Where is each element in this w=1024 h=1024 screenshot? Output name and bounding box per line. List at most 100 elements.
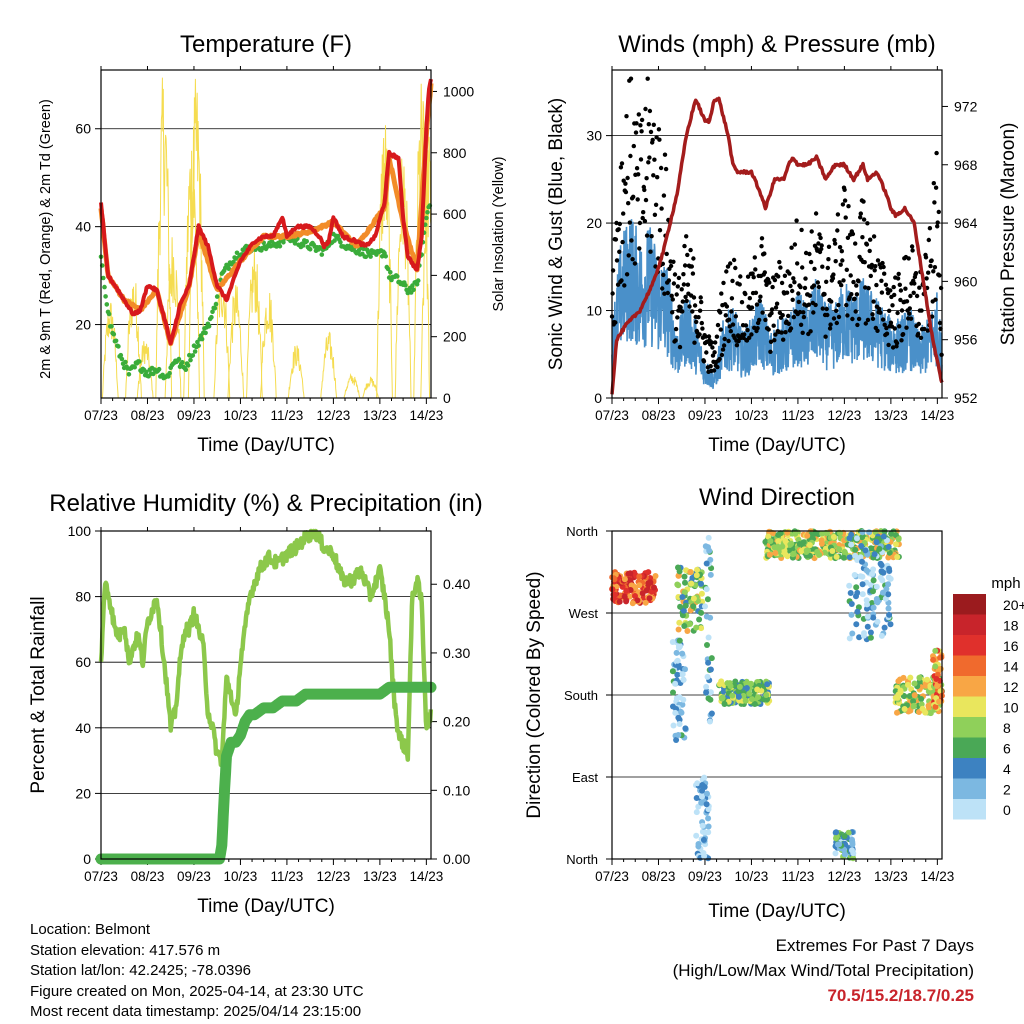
gust-point: [617, 249, 622, 254]
gust-point: [774, 301, 780, 306]
direction-point: [870, 614, 877, 621]
direction-point: [695, 841, 702, 847]
gust-point: [924, 276, 929, 281]
x-tick-label: 11/23: [782, 869, 815, 884]
gust-point: [738, 274, 743, 279]
gust-point: [637, 220, 643, 226]
solar-spike: [183, 150, 200, 399]
direction-point: [670, 689, 676, 696]
humidity-panel: 0 20 40 60 80 100 07/23 08/23 09/23 10/23 11/23 12/…: [28, 490, 483, 917]
gust-point: [794, 218, 799, 223]
direction-point: [829, 548, 836, 554]
direction-point: [724, 680, 731, 687]
dewpoint-point: [361, 246, 366, 252]
dewpoint-point: [132, 364, 137, 370]
direction-point: [919, 705, 926, 712]
gust-point: [619, 278, 624, 283]
direction-point: [782, 551, 789, 558]
direction-point: [743, 685, 750, 691]
dewpoint-point: [167, 370, 172, 376]
direction-point: [869, 570, 876, 577]
direction-point: [698, 625, 705, 632]
gust-point: [898, 297, 903, 303]
gust-point: [621, 211, 626, 216]
direction-point: [847, 590, 854, 596]
dewpoint-point: [203, 330, 208, 336]
direction-point: [910, 698, 917, 705]
gust-point: [904, 325, 909, 330]
gust-point: [697, 332, 702, 337]
gust-point: [819, 246, 824, 252]
direction-point: [885, 554, 892, 561]
direction-point: [762, 538, 769, 545]
gust-point: [753, 267, 758, 272]
direction-point: [901, 706, 908, 712]
extremes-values: 70.5/15.2/18.7/0.25: [827, 986, 974, 1005]
precipitation-line: [95, 681, 437, 865]
direction-point: [642, 599, 649, 606]
gust-point: [853, 309, 858, 314]
direction-point: [742, 697, 749, 704]
x-tick-label: 12/23: [316, 869, 350, 884]
gust-point: [613, 320, 618, 325]
gust-point: [691, 256, 696, 261]
direction-point: [646, 595, 653, 602]
x-axis-label: Time (Day/UTC): [197, 435, 335, 456]
direction-point: [707, 666, 714, 673]
gust-point: [790, 288, 795, 294]
direction-point: [707, 614, 714, 621]
direction-point: [680, 607, 687, 614]
direction-point: [854, 608, 861, 615]
gust-point: [925, 328, 930, 333]
direction-point: [684, 628, 691, 634]
solar-spike: [187, 78, 205, 399]
gust-point: [852, 296, 857, 301]
direction-point: [693, 809, 700, 816]
direction-point: [754, 686, 761, 693]
gust-point: [626, 201, 631, 206]
direction-point: [854, 589, 861, 596]
y-tick-label: 100: [68, 523, 92, 539]
direction-point: [775, 531, 782, 538]
dewpoint-point: [415, 278, 421, 283]
gust-point: [670, 297, 675, 302]
direction-point: [703, 689, 710, 696]
dewpoint-point: [116, 344, 121, 349]
gust-point: [729, 309, 734, 314]
direction-point: [933, 676, 940, 682]
gust-point: [845, 235, 851, 240]
direction-point: [676, 637, 683, 644]
direction-point: [886, 611, 893, 618]
gust-point: [634, 166, 640, 171]
gust-point: [714, 334, 720, 339]
direction-point: [681, 573, 688, 580]
gust-point: [879, 278, 884, 283]
gust-point: [656, 127, 662, 132]
gust-point: [824, 306, 829, 312]
y2-tick-label: 0.40: [443, 576, 470, 592]
gust-point: [727, 324, 732, 329]
dewpoint-point: [319, 252, 325, 257]
gust-point: [674, 292, 679, 297]
gust-point: [657, 228, 663, 233]
direction-point: [911, 692, 918, 699]
solar-insolation-series: [101, 77, 432, 399]
gust-point: [830, 276, 836, 281]
direction-point: [926, 709, 933, 716]
gust-point: [758, 294, 763, 299]
y-tick-label: 60: [75, 654, 91, 670]
gust-point: [697, 308, 703, 313]
direction-point: [623, 598, 630, 605]
gust-point: [644, 233, 650, 238]
gust-point: [788, 283, 793, 289]
direction-point: [736, 683, 743, 690]
gust-point: [861, 217, 867, 222]
gust-point: [657, 137, 662, 142]
gust-point: [745, 327, 750, 333]
gust-point: [894, 340, 900, 346]
y2-tick-label: 952: [954, 390, 978, 406]
direction-point: [916, 674, 923, 681]
legend-swatch: [953, 614, 986, 635]
solar-spike: [213, 274, 231, 399]
gust-point: [729, 296, 735, 301]
